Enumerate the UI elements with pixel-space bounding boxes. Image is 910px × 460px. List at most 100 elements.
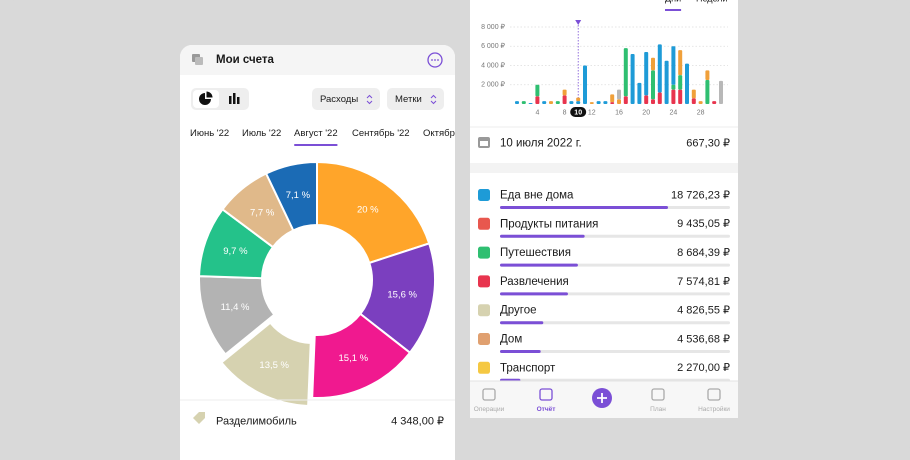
period-tab[interactable]: Недели [696,0,728,3]
tab-underline [665,9,682,11]
bar-segment [569,101,574,104]
category-amount: 9 435,05 ₽ [677,218,730,230]
bar-segment [705,79,710,104]
bar-segment [671,46,676,85]
bar-segment [678,89,683,104]
bar-segment [535,84,540,97]
segment-label: 15,6 % [387,290,417,301]
pie-icon [199,93,211,105]
x-tick-label: 8 [563,109,567,116]
category-name[interactable]: Транспорт [500,362,556,374]
bar-segment [589,102,594,104]
category-amount: 18 726,23 ₽ [671,189,730,201]
progress-bar [500,234,585,238]
month-tab[interactable]: Июнь '22 [190,128,229,139]
x-tick-label: 24 [670,109,678,116]
category-name[interactable]: Развлечения [500,276,569,288]
bar-segment [555,101,560,104]
bar-segment [549,101,553,104]
bar-segment [623,48,628,97]
x-tick-label: 20 [642,109,650,116]
category-name[interactable]: Продукты питания [500,218,598,230]
header-bg [180,45,455,75]
bar-segment [657,92,662,104]
category-amount: 4 826,55 ₽ [677,305,730,317]
nav-icon [539,388,553,401]
day-date: 10 июля 2022 г. [500,138,582,150]
month-tab[interactable]: Июль '22 [242,128,281,139]
segment-label: 9,7 % [223,246,248,257]
chevron [366,94,373,105]
nav-label[interactable]: Отчёт [537,406,556,413]
bar-segment [691,89,696,99]
category-icon [478,304,490,317]
category-list: Еда вне дома 18 726,23 ₽ Продукты питания 9… [478,189,730,382]
donut-segment [264,160,318,232]
segment-label: 15,1 % [339,353,369,364]
bar-segment [651,99,655,104]
bar-segment [521,101,526,104]
nav-label[interactable]: Настройки [698,405,730,413]
category-name[interactable]: Другое [500,305,537,317]
category-name[interactable]: Еда вне дома [500,190,574,202]
y-tick-label: 2 000 ₽ [481,81,505,89]
category-icon [478,361,490,374]
bar-segment [698,101,703,104]
nav-label[interactable]: Операции [474,406,505,413]
selected-day-pill [570,107,587,117]
filter-label: Расходы [320,94,358,105]
filter-label: Метки [395,94,422,105]
x-tick-label: 12 [588,109,596,116]
month-tab[interactable]: Октябрь '22 [423,128,475,139]
bar-segment [705,70,710,80]
bar-segment [610,94,615,103]
bar-segment [617,89,621,100]
month-tab[interactable]: Сентябрь '22 [352,128,410,139]
menu-dot [431,59,433,61]
day-amount: 667,30 ₽ [686,137,730,149]
category-amount: 2 270,00 ₽ [677,362,730,374]
category-name[interactable]: Путешествия [500,247,571,259]
category-name[interactable]: Дом [500,334,522,346]
selection-marker [575,20,582,25]
y-tick-label: 6 000 ₽ [481,42,505,50]
y-tick-label: 4 000 ₽ [481,61,505,69]
progress-bar [500,350,541,353]
bar-segment [671,89,676,104]
bar-segment [617,99,621,104]
menu-button[interactable] [427,52,443,68]
bar-segment [515,101,519,104]
progress-bar [500,206,668,209]
footer-name: Разделимобиль [216,415,297,427]
bar-segment [712,101,717,104]
category-icon [478,275,490,288]
accounts-icon [195,57,203,65]
period-tabs: Дни Недели [665,0,728,11]
period-tab[interactable]: Дни [665,0,681,3]
bar-segment [576,97,581,102]
bar-icon [237,97,240,104]
month-tab[interactable]: Август '22 [294,128,338,139]
bar-segment [630,53,635,104]
category-icon [478,189,490,201]
footer-amount: 4 348,00 ₽ [391,415,444,427]
add-icon [597,393,607,403]
bar-segment [535,96,540,104]
bar-segment [678,75,683,90]
bar-segment [583,65,587,104]
category-amount: 8 684,39 ₽ [677,247,730,259]
bar-chart: 2 000 ₽ 4 000 ₽ 6 000 ₽ 8 000 ₽ 4 8 10 12 16 20 24… [481,20,728,117]
progress-track [500,350,730,353]
bar-segment [691,98,696,104]
nav-label[interactable]: План [650,406,666,413]
menu-dot [434,59,436,61]
progress-bar [500,321,544,325]
bar-segment [542,101,547,104]
segment-label: 11,4 % [221,302,250,313]
tags-dropdown[interactable] [387,88,444,110]
category-amount: 4 536,68 ₽ [677,333,730,345]
nav-items: Операции Отчёт План Настройки [474,388,730,413]
filter-dropdown[interactable] [312,88,380,110]
bar-segment [562,89,567,96]
